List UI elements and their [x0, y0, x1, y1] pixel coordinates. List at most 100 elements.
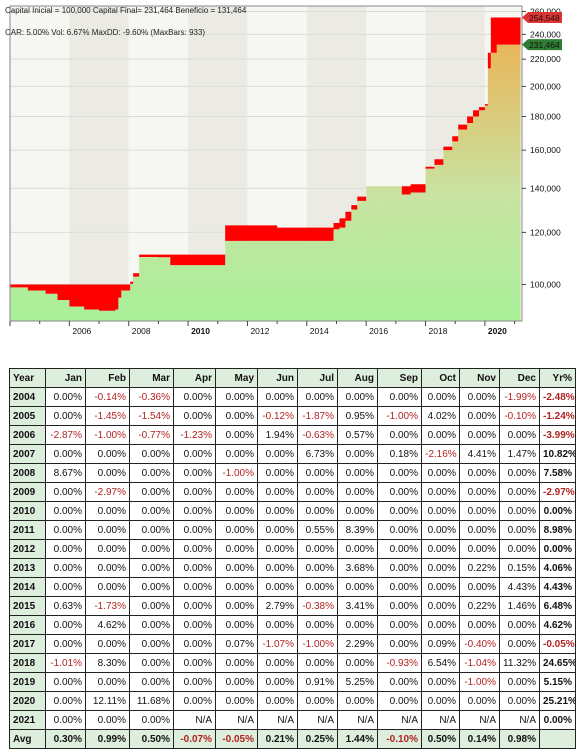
table-cell: -0.36%	[129, 387, 174, 407]
table-cell: 1.47%	[499, 444, 540, 464]
value-label-final: 231,464	[529, 40, 560, 50]
column-header: May	[215, 368, 258, 388]
table-cell: -1.87%	[297, 406, 338, 426]
column-header: Aug	[337, 368, 378, 388]
table-cell: 2.79%	[257, 596, 298, 616]
table-cell: 0.00%	[337, 482, 378, 502]
table-cell: 0.00%	[499, 501, 540, 521]
table-cell: 0.00%	[257, 520, 298, 540]
table-cell: 0.00%	[45, 482, 86, 502]
table-cell: 0.00%	[173, 406, 216, 426]
table-row: 2007 0.00% 0.00% 0.00% 0.00% 0.00% 0.00% 6.73% 0…	[9, 444, 576, 464]
table-cell: 0.00%	[297, 577, 338, 597]
table-cell: 0.00%	[45, 444, 86, 464]
table-cell: 0.00%	[377, 672, 422, 692]
table-cell: 0.07%	[215, 634, 258, 654]
column-header: Jun	[257, 368, 298, 388]
table-cell: 0.00%	[377, 425, 422, 445]
yearly-return-cell: 10.82%	[539, 444, 576, 464]
table-cell: 12.11%	[85, 691, 130, 711]
table-cell: -1.45%	[85, 406, 130, 426]
table-cell: 0.00%	[459, 501, 500, 521]
table-cell: -0.38%	[297, 596, 338, 616]
table-cell: 0.00%	[337, 691, 378, 711]
year-cell: 2017	[9, 634, 46, 654]
table-cell: 0.00%	[45, 520, 86, 540]
table-cell: 0.22%	[459, 596, 500, 616]
table-cell: -0.10%	[377, 729, 422, 749]
table-cell: 0.00%	[129, 672, 174, 692]
year-cell: 2020	[9, 691, 46, 711]
table-cell: 0.00%	[459, 615, 500, 635]
table-cell: 0.00%	[421, 501, 460, 521]
table-cell: 0.00%	[45, 615, 86, 635]
table-cell: 0.00%	[129, 710, 174, 730]
table-cell: 0.00%	[257, 482, 298, 502]
table-cell: 0.00%	[173, 596, 216, 616]
table-cell: 0.00%	[459, 482, 500, 502]
table-cell: 0.00%	[45, 577, 86, 597]
table-cell: 0.00%	[257, 501, 298, 521]
table-cell: 0.00%	[257, 653, 298, 673]
table-cell: 0.00%	[257, 672, 298, 692]
table-cell: 0.00%	[337, 463, 378, 483]
table-cell: 6.73%	[297, 444, 338, 464]
table-row: 2014 0.00% 0.00% 0.00% 0.00% 0.00% 0.00% 0.00% 0…	[9, 577, 576, 597]
x-tick-label: 2006	[72, 326, 91, 336]
table-cell: 0.00%	[421, 672, 460, 692]
table-cell: N/A	[421, 710, 460, 730]
y-tick-label: 260,000	[530, 6, 561, 16]
table-cell: 0.00%	[129, 501, 174, 521]
year-cell: Avg	[9, 729, 46, 749]
table-cell: 0.00%	[377, 634, 422, 654]
table-cell: 8.30%	[85, 653, 130, 673]
table-cell: -1.73%	[85, 596, 130, 616]
table-cell: 0.00%	[421, 425, 460, 445]
table-cell: 0.00%	[173, 672, 216, 692]
table-cell: 0.00%	[377, 520, 422, 540]
table-cell: 0.99%	[85, 729, 130, 749]
column-header: Yr%	[539, 368, 576, 388]
value-label-peak: 254,548	[529, 13, 560, 23]
table-cell: 0.00%	[215, 520, 258, 540]
table-cell: 0.00%	[377, 501, 422, 521]
table-cell: -0.63%	[297, 425, 338, 445]
column-header: Sep	[377, 368, 422, 388]
table-row: 2018 -1.01% 8.30% 0.00% 0.00% 0.00% 0.00% 0.00%…	[9, 653, 576, 673]
table-cell: 0.00%	[85, 501, 130, 521]
year-cell: 2009	[9, 482, 46, 502]
table-cell: 0.00%	[337, 501, 378, 521]
table-cell: 4.41%	[459, 444, 500, 464]
table-cell: 0.00%	[459, 387, 500, 407]
table-cell: 0.00%	[173, 501, 216, 521]
table-cell: 0.00%	[421, 577, 460, 597]
table-cell: 0.00%	[297, 501, 338, 521]
table-cell: N/A	[215, 710, 258, 730]
table-cell: N/A	[337, 710, 378, 730]
x-tick-label: 2018	[429, 326, 448, 336]
table-cell: 0.00%	[173, 691, 216, 711]
x-tick-label: 2008	[132, 326, 151, 336]
table-cell: 0.00%	[459, 539, 500, 559]
table-row: 2006 -2.87% -1.00% -0.77% -1.23% 0.00% 1.94% -0…	[9, 425, 576, 445]
table-cell: 0.63%	[45, 596, 86, 616]
year-cell: 2015	[9, 596, 46, 616]
table-cell: 0.00%	[215, 615, 258, 635]
table-header-row: Year Jan Feb Mar Apr May Jun Jul Aug Sep Oct Nov Dec…	[9, 368, 576, 388]
table-cell: 0.00%	[499, 463, 540, 483]
table-cell: 0.00%	[377, 539, 422, 559]
table-cell: 0.00%	[337, 577, 378, 597]
table-cell: 0.00%	[129, 634, 174, 654]
table-cell: 0.00%	[421, 463, 460, 483]
y-tick-label: 180,000	[530, 112, 561, 122]
table-cell: 0.00%	[173, 463, 216, 483]
table-cell: 0.00%	[215, 482, 258, 502]
x-tick-label: 2012	[250, 326, 269, 336]
table-cell: 0.00%	[421, 596, 460, 616]
table-cell: 0.00%	[421, 615, 460, 635]
table-cell: 0.00%	[215, 425, 258, 445]
table-cell: 0.00%	[85, 672, 130, 692]
year-cell: 2012	[9, 539, 46, 559]
yearly-return-cell: 4.43%	[539, 577, 576, 597]
table-row: 2012 0.00% 0.00% 0.00% 0.00% 0.00% 0.00% 0.00% 0…	[9, 539, 576, 559]
